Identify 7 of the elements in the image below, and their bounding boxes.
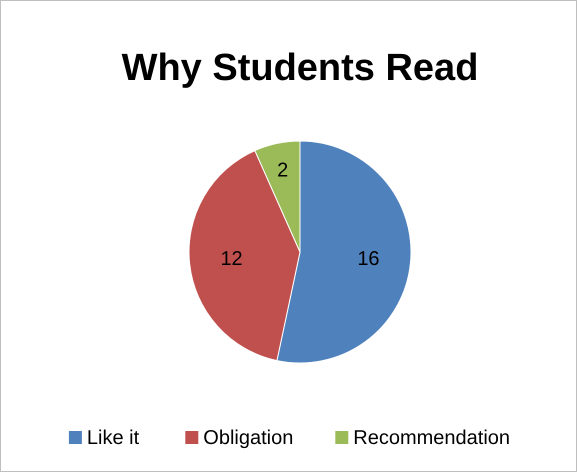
data-label: 2 [277,160,288,182]
chart-title: Why Students Read [122,47,478,89]
data-label: 16 [357,248,380,270]
legend-label: Recommendation [353,427,510,449]
data-label: 12 [220,248,243,270]
legend-label: Like it [86,427,140,449]
legend-label: Obligation [203,427,294,449]
